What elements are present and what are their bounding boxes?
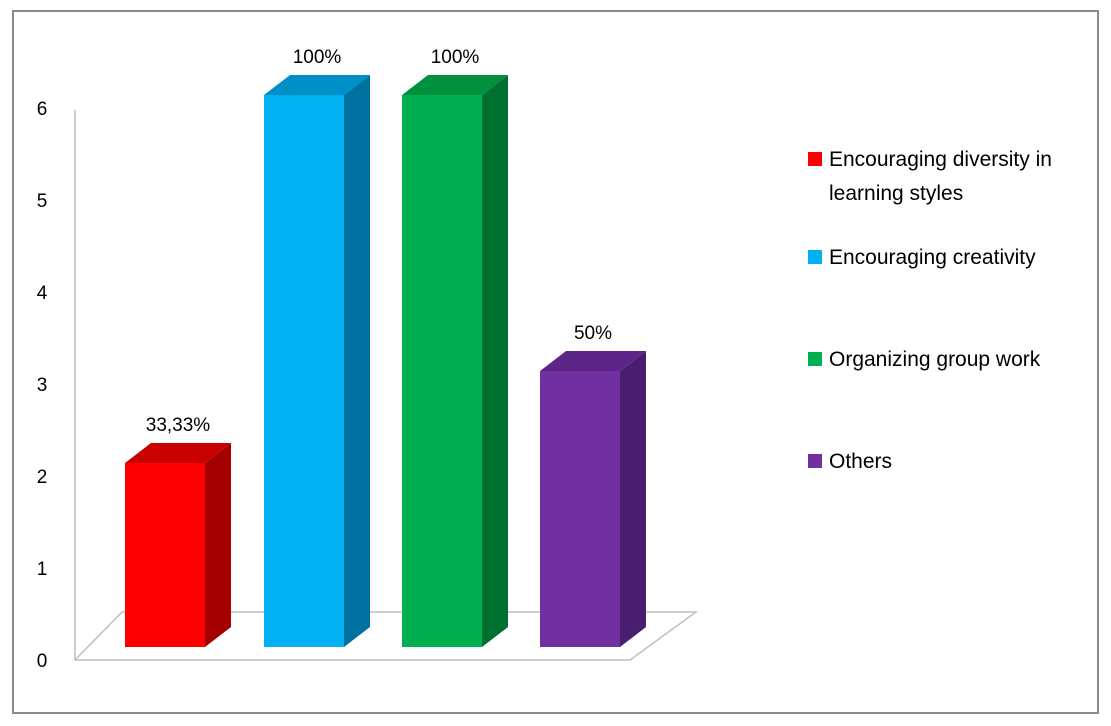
bar-top (540, 351, 646, 371)
bar-top (402, 75, 508, 95)
legend-swatch (808, 152, 822, 166)
bar (264, 95, 344, 647)
bar-side (205, 443, 231, 647)
y-tick-label: 3 (37, 375, 48, 396)
data-label: 50% (574, 323, 612, 344)
data-label: 33,33% (146, 415, 211, 436)
bar-top (264, 75, 370, 95)
legend-label: Organizing group work (829, 348, 1041, 371)
bar-side (620, 351, 646, 647)
bar (540, 371, 620, 647)
legend-label: Encouraging creativity (829, 246, 1036, 269)
legend-swatch (808, 352, 822, 366)
legend-swatch (808, 454, 822, 468)
y-tick-label: 4 (37, 283, 48, 304)
bar-top (125, 443, 231, 463)
chart-floor (73, 611, 699, 661)
legend-swatch (808, 250, 822, 264)
y-tick-label: 0 (37, 651, 48, 672)
y-tick-label: 2 (37, 467, 48, 488)
y-tick-label: 6 (37, 99, 48, 120)
legend-label: Encouraging diversity in (829, 148, 1052, 171)
bar-side (344, 75, 370, 647)
bar (402, 95, 482, 647)
legend-label: learning styles (829, 182, 963, 205)
legend-label: Others (829, 450, 892, 473)
bar-side (482, 75, 508, 647)
y-tick-label: 5 (37, 191, 48, 212)
data-label: 100% (293, 47, 342, 68)
bar (125, 463, 205, 647)
data-label: 100% (431, 47, 480, 68)
y-tick-label: 1 (37, 559, 48, 580)
